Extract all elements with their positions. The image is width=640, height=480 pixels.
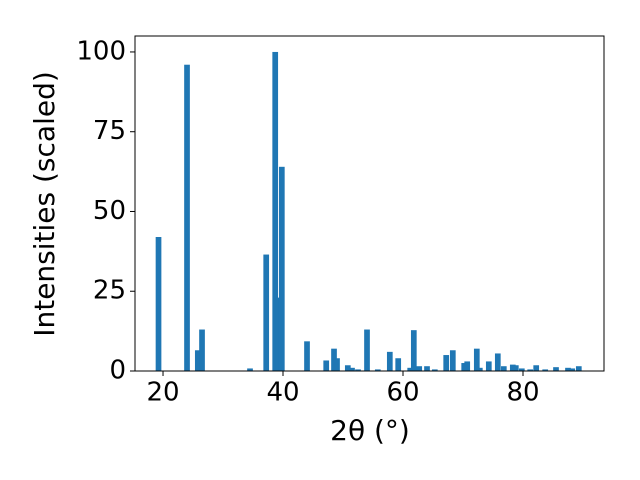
bar	[461, 363, 468, 371]
bar	[518, 368, 525, 371]
bar	[184, 64, 190, 371]
bar	[509, 364, 516, 371]
bar	[464, 361, 471, 371]
x-tick-label: 80	[506, 378, 539, 408]
bar	[485, 361, 492, 371]
y-axis-label: Intensities (scaled)	[28, 71, 61, 337]
y-tick-label: 75	[93, 116, 126, 146]
bar	[569, 368, 576, 371]
x-tick-label: 40	[266, 378, 299, 408]
bar	[473, 348, 480, 371]
bar	[443, 355, 450, 371]
bar	[155, 237, 162, 371]
bar	[272, 51, 279, 371]
x-tick-label: 60	[386, 378, 419, 408]
bar	[476, 367, 483, 371]
bar	[278, 166, 285, 371]
bar	[334, 358, 340, 371]
bar	[431, 369, 438, 371]
bar	[323, 360, 330, 371]
bar	[395, 358, 402, 371]
bar	[304, 341, 310, 371]
y-tick-label: 50	[93, 196, 126, 226]
x-tick-label: 20	[146, 378, 179, 408]
bar	[533, 365, 540, 371]
bar	[349, 367, 355, 371]
bar	[355, 369, 361, 371]
bar	[199, 329, 205, 371]
bar	[542, 369, 549, 371]
bar	[247, 368, 253, 371]
bar	[407, 367, 414, 371]
bar	[512, 365, 519, 371]
bar	[500, 366, 507, 371]
y-tick-label: 25	[93, 276, 126, 306]
bar	[410, 330, 417, 371]
bar	[344, 365, 351, 371]
bar	[374, 369, 381, 371]
bar	[494, 353, 501, 371]
bar	[449, 350, 456, 371]
y-tick-label: 100	[76, 36, 126, 66]
y-tick-label: 0	[109, 356, 126, 386]
bar	[575, 366, 582, 371]
bar	[424, 366, 430, 371]
bar	[527, 369, 534, 371]
bar	[364, 329, 370, 371]
plot-frame	[134, 35, 605, 372]
bar	[275, 297, 282, 371]
bar	[331, 348, 337, 371]
bar	[416, 366, 423, 371]
bar	[194, 350, 201, 371]
bar	[386, 351, 393, 371]
x-axis-label: 2θ (°)	[330, 414, 410, 447]
bar	[263, 254, 270, 371]
bar	[565, 367, 571, 371]
bar	[553, 367, 559, 371]
